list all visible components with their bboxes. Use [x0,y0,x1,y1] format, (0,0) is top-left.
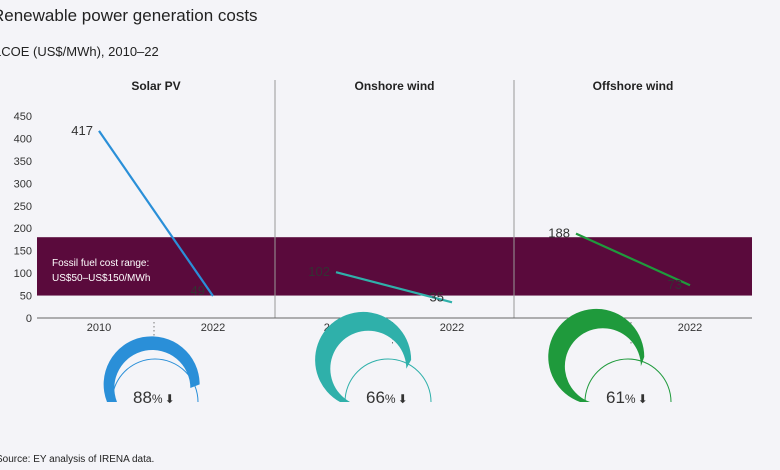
x-tick-label: 2022 [201,322,225,334]
decline-unit: % [152,392,163,406]
data-label-2022: 73 [668,277,682,292]
source-note: Source: EY analysis of IRENA data. [0,454,155,465]
y-tick-label: 350 [14,156,32,168]
chart-title: Renewable power generation costs [0,6,258,25]
data-label-2010: 417 [71,123,93,138]
gauge-fill [103,336,200,402]
y-tick-label: 450 [14,111,32,123]
gauge-track [584,358,672,403]
data-label-2010: 102 [308,264,330,279]
decline-unit: % [625,392,636,406]
panel-title: Onshore wind [354,79,434,93]
y-tick-label: 300 [14,178,32,190]
gauge-track [344,358,432,403]
band-label-line2: US$50–US$150/MWh [52,273,150,284]
y-tick-label: 250 [14,201,32,213]
gauge-fill [315,311,412,402]
decline-percent: 66% ⬇ [366,388,408,407]
series-line [335,271,453,304]
series-line [575,232,691,287]
down-arrow-icon: ⬇ [398,392,408,406]
y-tick-label: 100 [14,268,32,280]
data-label-2022: 35 [430,289,444,304]
y-tick-label: 150 [14,246,32,258]
fossil-fuel-band [37,237,752,296]
data-label-2022: 49 [191,283,205,298]
y-tick-label: 0 [26,313,32,325]
series-line [98,130,214,297]
x-tick-label: 2022 [440,322,464,334]
y-tick-label: 200 [14,223,32,235]
decline-percent: 61% ⬇ [606,388,648,407]
y-tick-label: 50 [20,291,32,303]
decline-number: 61 [606,388,625,407]
y-tick-label: 400 [14,133,32,145]
decline-number: 66 [366,388,385,407]
down-arrow-icon: ⬇ [165,392,175,406]
chart-subtitle: LCOE (US$/MWh), 2010–22 [0,44,159,59]
decline-unit: % [385,392,396,406]
gauge-fill [548,308,645,402]
x-tick-label: 2010 [87,322,111,334]
decline-percent: 88% ⬇ [133,388,175,407]
band-label-line1: Fossil fuel cost range: [52,258,149,269]
down-arrow-icon: ⬇ [638,392,648,406]
data-label-2010: 188 [548,226,570,241]
x-tick-label: 2022 [678,322,702,334]
decline-number: 88 [133,388,152,407]
panel-title: Solar PV [131,79,180,93]
panel-title: Offshore wind [593,79,674,93]
